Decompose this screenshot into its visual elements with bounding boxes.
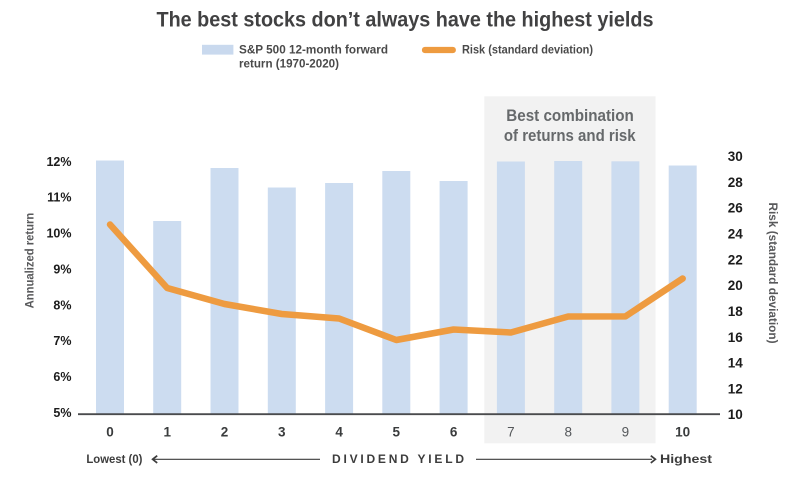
svg-text:1: 1 [163,425,171,440]
svg-text:10%: 10% [46,227,71,241]
svg-text:S&P 500 12-month forward: S&P 500 12-month forward [239,42,388,56]
svg-text:18: 18 [728,304,744,319]
svg-text:7: 7 [507,425,515,440]
svg-text:24: 24 [728,227,744,242]
svg-text:30: 30 [728,149,743,164]
svg-text:5: 5 [393,425,401,440]
svg-text:6: 6 [450,425,458,440]
svg-text:Best combination: Best combination [506,107,634,125]
svg-text:7%: 7% [53,334,71,348]
svg-text:12%: 12% [46,155,71,169]
svg-text:6%: 6% [53,370,71,384]
svg-text:26: 26 [728,201,744,216]
svg-text:28: 28 [728,175,744,190]
svg-text:Risk (standard deviation): Risk (standard deviation) [462,42,593,56]
svg-text:Lowest (0): Lowest (0) [86,454,142,466]
svg-text:8: 8 [564,425,572,440]
svg-text:Annualized return: Annualized return [25,213,37,309]
svg-text:Highest: Highest [660,454,712,466]
svg-text:14: 14 [728,356,744,371]
svg-text:11%: 11% [47,191,71,205]
svg-text:3: 3 [278,425,286,440]
svg-text:20: 20 [728,278,743,293]
svg-text:8%: 8% [53,298,71,312]
svg-text:16: 16 [728,330,744,345]
svg-text:22: 22 [728,252,743,267]
svg-text:9%: 9% [53,262,71,276]
svg-text:4: 4 [335,425,343,440]
svg-text:2: 2 [221,425,229,440]
svg-text:0: 0 [106,425,114,440]
svg-text:return (1970-2020): return (1970-2020) [239,57,339,71]
svg-text:Risk (standard deviation): Risk (standard deviation) [766,203,778,344]
svg-text:5%: 5% [53,406,71,420]
svg-text:9: 9 [622,425,630,440]
svg-text:The best stocks don’t always h: The best stocks don’t always have the hi… [157,8,654,32]
svg-text:10: 10 [675,425,690,440]
svg-text:10: 10 [728,407,743,422]
svg-text:of returns and risk: of returns and risk [504,127,636,145]
svg-text:12: 12 [728,381,743,396]
